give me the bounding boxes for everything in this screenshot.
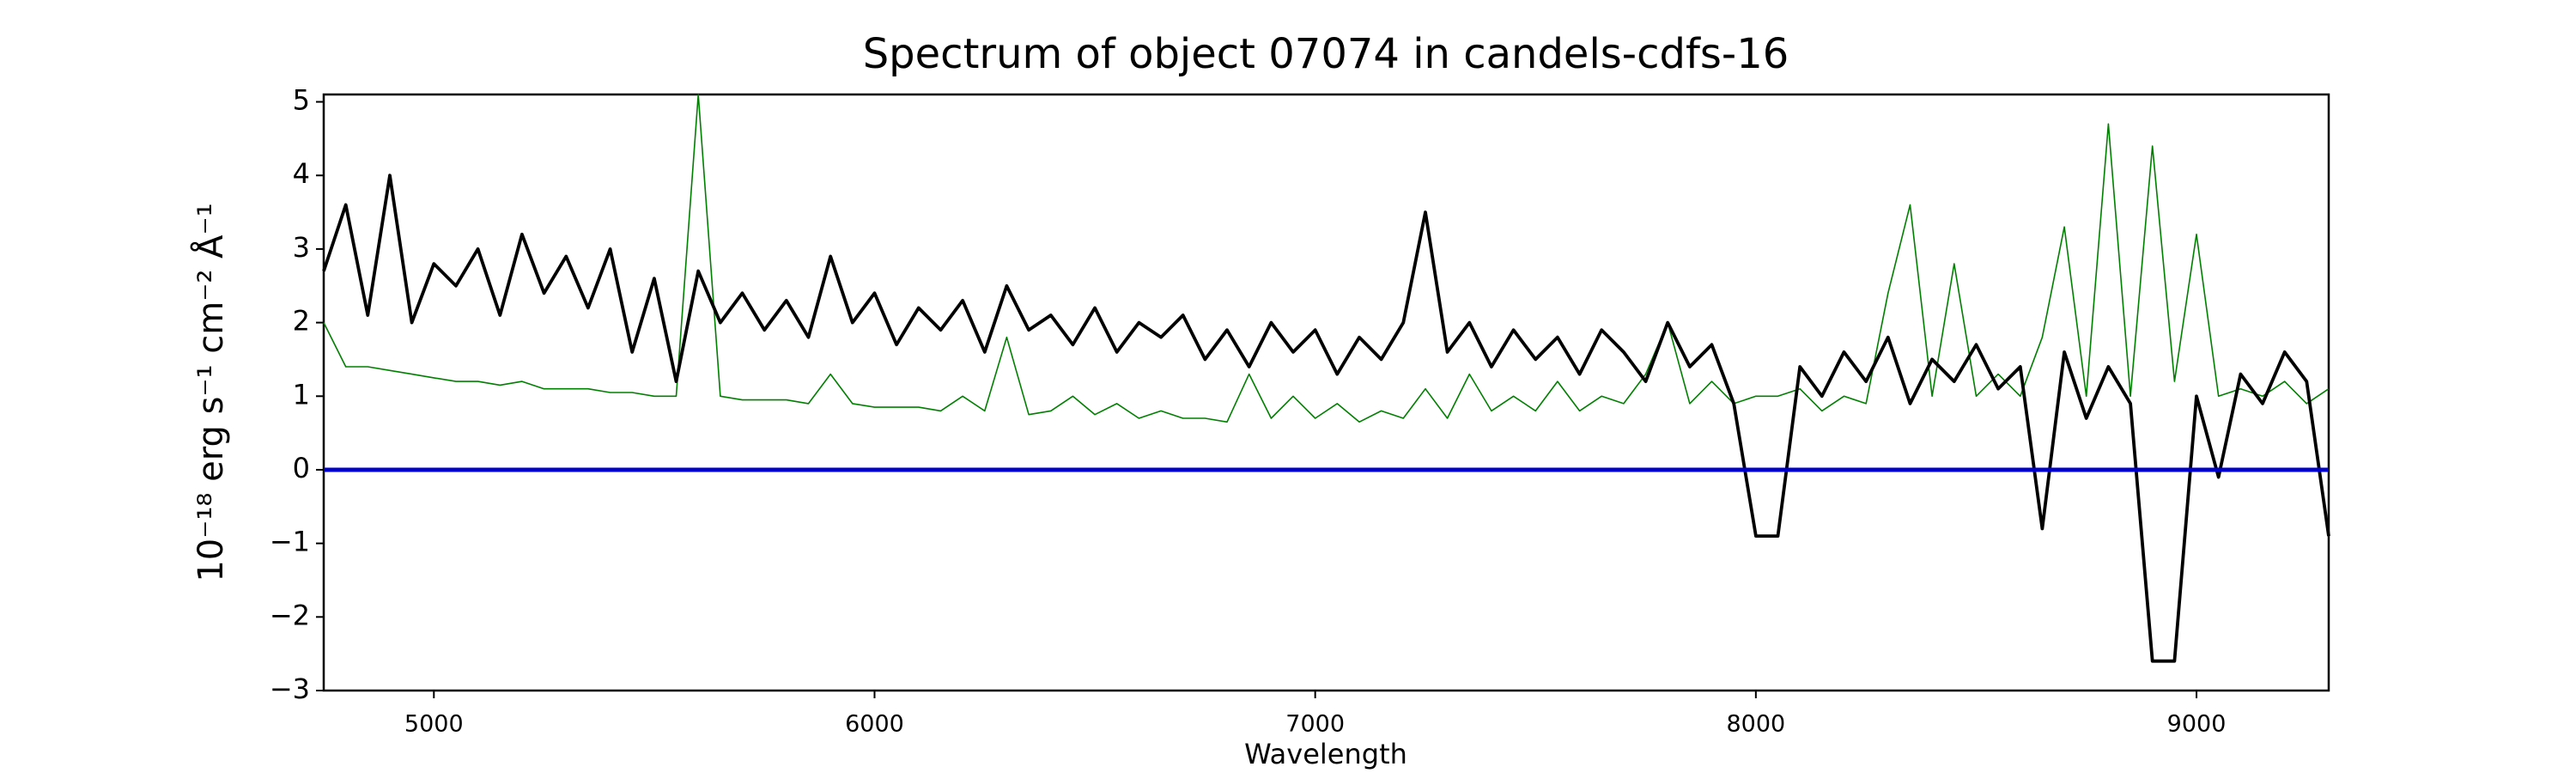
- y-tick-label: 0: [293, 452, 310, 484]
- y-tick-label: 5: [293, 84, 310, 117]
- x-tick-label: 5000: [404, 711, 464, 738]
- x-tick-label: 7000: [1285, 711, 1345, 738]
- x-tick-label: 9000: [2167, 711, 2227, 738]
- y-tick-label: 4: [293, 157, 310, 190]
- axes-frame: [322, 93, 2330, 692]
- y-tick-label: −3: [270, 673, 310, 705]
- y-tick-label: 2: [293, 305, 310, 338]
- y-tick-label: 1: [293, 378, 310, 411]
- x-tick-label: 6000: [845, 711, 904, 738]
- y-tick-label: −2: [270, 599, 310, 631]
- y-tick-label: 3: [293, 231, 310, 264]
- x-axis-label: Wavelength: [1244, 738, 1407, 770]
- y-tick-label: −1: [270, 526, 310, 558]
- chart-title: Spectrum of object 07074 in candels-cdfs…: [863, 30, 1789, 78]
- spectrum-line: [323, 94, 2330, 423]
- spectrum-line: [322, 173, 2330, 663]
- x-tick-label: 8000: [1726, 711, 1785, 738]
- y-axis-label: 10⁻¹⁸ erg s⁻¹ cm⁻² Å⁻¹: [190, 203, 231, 581]
